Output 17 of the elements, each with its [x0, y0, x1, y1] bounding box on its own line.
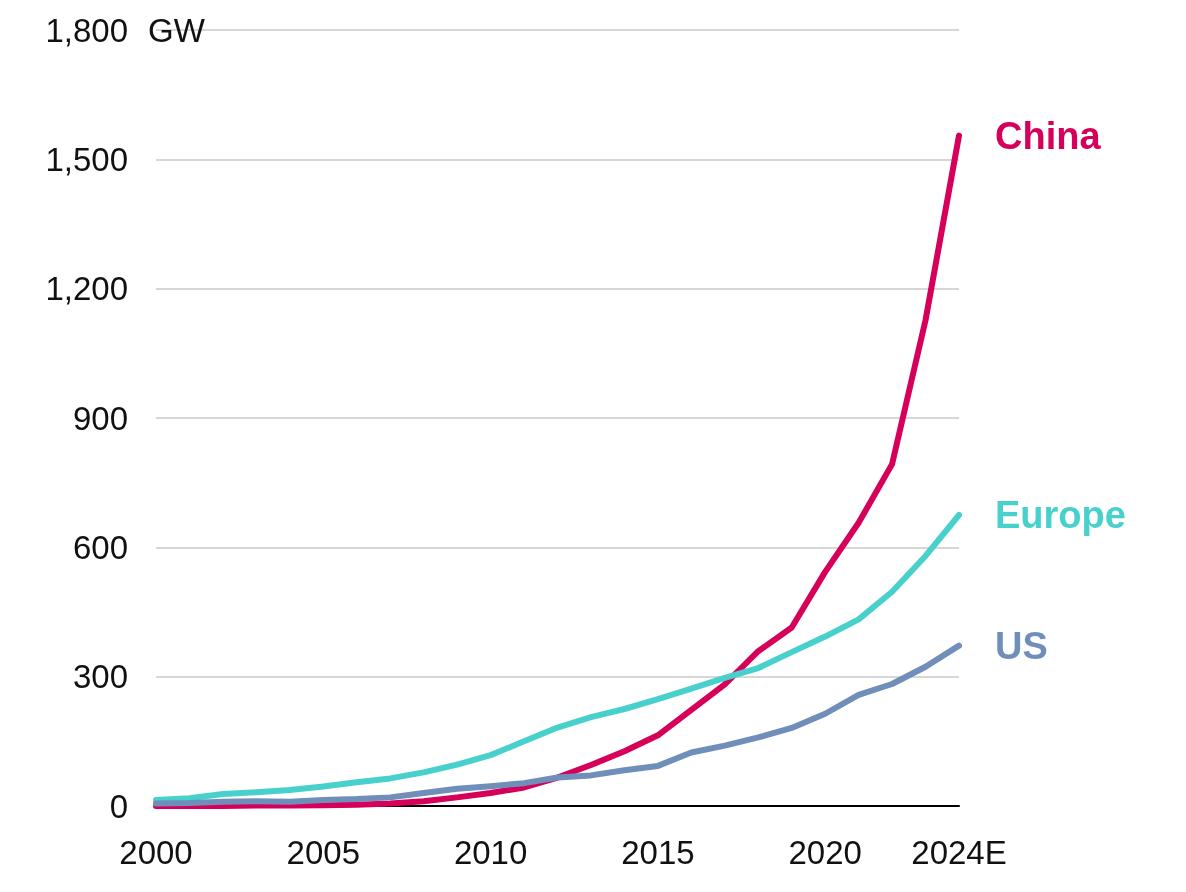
x-tick-label: 2020 — [788, 834, 862, 871]
y-tick-label: 1,500 — [45, 140, 128, 178]
y-tick-label: 1,200 — [45, 270, 128, 308]
y-tick-label: 900 — [72, 399, 128, 437]
y-tick-label: 1,800 — [45, 11, 128, 49]
series-label: US — [995, 624, 1048, 667]
y-tick-label: 300 — [72, 658, 128, 696]
y-axis-title: GW — [148, 11, 206, 49]
x-tick-label: 2024E — [911, 834, 1007, 871]
y-tick-label: 0 — [109, 787, 128, 825]
series-label: China — [995, 114, 1102, 157]
x-tick-label: 2005 — [286, 834, 360, 871]
x-tick-label: 2010 — [453, 834, 528, 871]
x-tick-label: 2015 — [621, 834, 695, 871]
y-tick-label: 600 — [72, 528, 128, 566]
series-label: Europe — [995, 494, 1126, 536]
x-tick-label: 2000 — [119, 834, 193, 871]
